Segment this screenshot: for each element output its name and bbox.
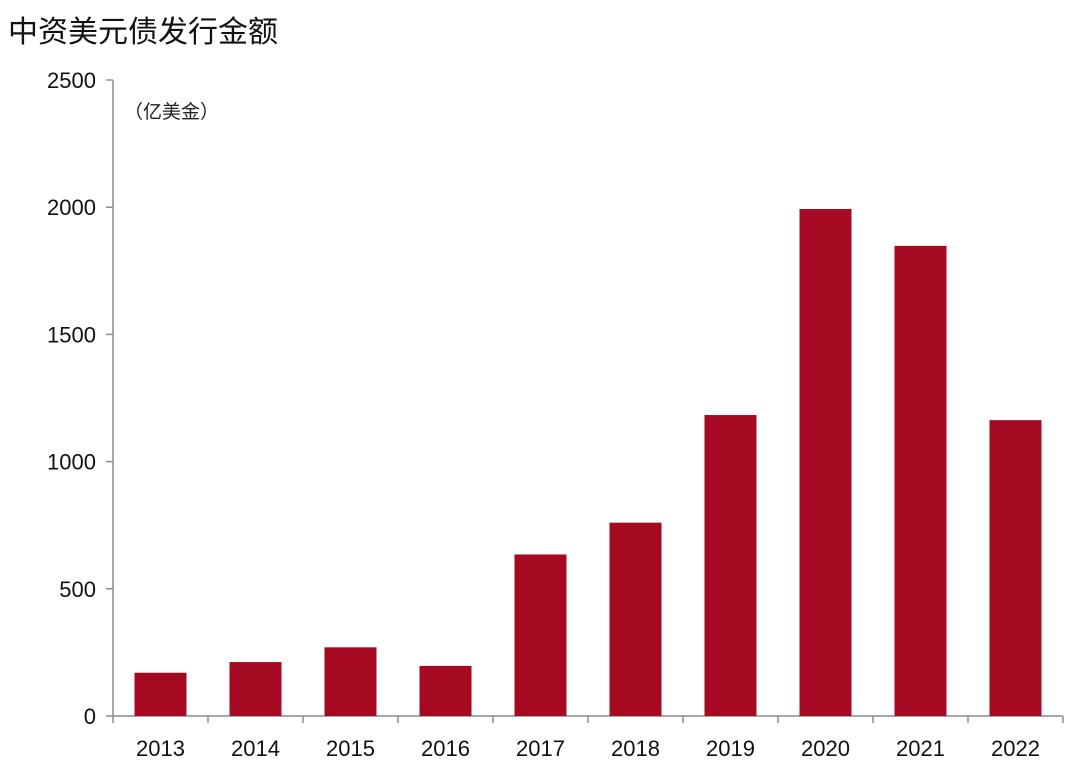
x-tick-label: 2019 [706,736,755,761]
bar-2018 [609,522,662,716]
bar-2021 [894,245,947,716]
bar-2020 [799,208,852,716]
bar-2014 [229,662,282,716]
bar-2022 [989,420,1042,716]
bar-2017 [514,554,567,716]
y-axis-ticks: 0 500 1000 1500 2000 2500 [47,68,113,729]
y-tick-label: 1500 [47,322,96,347]
bar-2013 [134,672,187,716]
y-tick-label: 2500 [47,68,96,93]
x-tick-label: 2021 [896,736,945,761]
x-tick-label: 2020 [801,736,850,761]
x-tick-label: 2018 [611,736,660,761]
x-tick-label: 2016 [421,736,470,761]
x-tick-label: 2015 [326,736,375,761]
y-tick-label: 1000 [47,450,96,475]
bar-2016 [419,665,472,716]
x-tick-label: 2013 [136,736,185,761]
bar-2015 [324,647,377,716]
y-tick-label: 0 [84,704,96,729]
x-axis-ticks: 2013 2014 2015 2016 2017 2018 2019 2020 2021 2022 [112,716,1064,761]
x-tick-label: 2014 [231,736,280,761]
y-tick-label: 2000 [47,195,96,220]
x-tick-label: 2017 [516,736,565,761]
x-tick-label: 2022 [991,736,1040,761]
chart-title: 中资美元债发行金额 [8,15,278,50]
y-tick-label: 500 [59,577,96,602]
bars [134,208,1042,716]
bar-2019 [704,415,757,716]
unit-label: （亿美金） [124,101,219,123]
